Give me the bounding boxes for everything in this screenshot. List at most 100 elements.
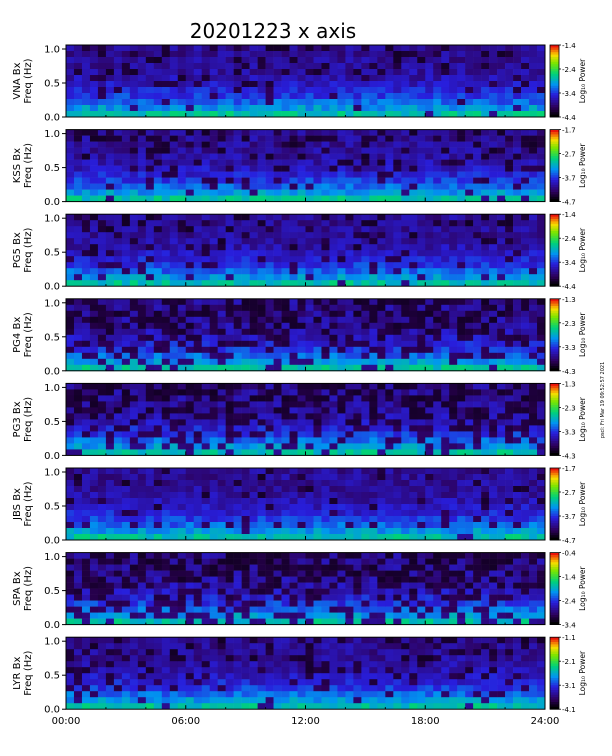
colorbar-pg4: -1.3 -2.3 -3.3 -4.3 Log₁₀ Power (549, 296, 587, 376)
colorbar-tick-label: -4.4 (562, 114, 576, 122)
y-tick-label: 0.0 (44, 366, 60, 377)
colorbar-tick-label: -3.3 (562, 428, 576, 436)
spectrogram-lyr (66, 637, 546, 710)
panel-vna: 0.0 0.5 1.0 VNA BxFreq (Hz) -1.4 -2.4 -3.4 -4.4… (12, 42, 587, 124)
colorbar-tick-label: -1.4 (562, 574, 576, 582)
colorbar-tick-label: -2.7 (562, 489, 576, 497)
spectrogram-pg3 (66, 383, 546, 456)
y-tick-label: 1.0 (44, 214, 60, 225)
y-tick-label: 1.0 (44, 45, 60, 56)
spectrogram-pg5 (66, 214, 546, 287)
colorbar-tick-label: -1.3 (562, 380, 576, 388)
panel-jbs: 0.0 0.5 1.0 JBS BxFreq (Hz) -1.7 -2.7 -3.7 -4.7… (12, 465, 587, 547)
y-tick-label: 1.0 (44, 468, 60, 479)
y-axis-label: PG3 BxFreq (Hz) (12, 397, 34, 442)
colorbar-tick-label: -3.7 (562, 513, 576, 521)
colorbar-tick-label: -4.3 (562, 452, 576, 460)
colorbar-tick-label: -1.4 (562, 42, 576, 50)
colorbar-label: Log₁₀ Power (578, 396, 587, 441)
colorbar-label: Log₁₀ Power (578, 650, 587, 695)
colorbar-vna: -1.4 -2.4 -3.4 -4.4 Log₁₀ Power (549, 42, 587, 122)
y-tick-label: 0.5 (44, 586, 60, 597)
colorbar-tick-label: -4.1 (562, 706, 576, 714)
colorbar-label: Log₁₀ Power (578, 227, 587, 272)
colorbar-tick-label: -1.1 (562, 634, 576, 642)
colorbar-kss: -1.7 -2.7 -3.7 -4.7 Log₁₀ Power (549, 127, 587, 207)
y-tick-label: 0.0 (44, 282, 60, 293)
y-tick-label: 0.0 (44, 620, 60, 631)
colorbar-tick-label: -1.4 (562, 211, 576, 219)
colorbar-spa: -0.4 -1.4 -2.4 -3.4 Log₁₀ Power (549, 550, 587, 630)
colorbar-label: Log₁₀ Power (578, 142, 587, 187)
x-tick-label: 00:00 (52, 716, 81, 727)
y-tick-label: 1.0 (44, 552, 60, 563)
colorbar-label: Log₁₀ Power (578, 481, 587, 526)
spectrogram-kss (66, 129, 546, 202)
colorbar-lyr: -1.1 -2.1 -3.1 -4.1 Log₁₀ Power (549, 634, 587, 714)
y-tick-label: 0.5 (44, 671, 60, 682)
x-tick-label: 18:00 (411, 716, 440, 727)
y-tick-label: 0.0 (44, 113, 60, 124)
x-tick-label: 24:00 (531, 716, 560, 727)
spectrogram-jbs (66, 468, 546, 541)
x-tick-label: 06:00 (171, 716, 200, 727)
colorbar-label: Log₁₀ Power (578, 58, 587, 103)
colorbar-tick-label: -3.4 (562, 259, 576, 267)
colorbar-tick-label: -1.3 (562, 296, 576, 304)
colorbar-tick-label: -4.3 (562, 368, 576, 376)
colorbar-tick-label: -4.4 (562, 283, 576, 291)
colorbar-tick-label: -3.1 (562, 682, 576, 690)
panel-spa: 0.0 0.5 1.0 SPA BxFreq (Hz) -0.4 -1.4 -2.4 -3.4… (12, 550, 587, 632)
panel-pg3: 0.0 0.5 1.0 PG3 BxFreq (Hz) -1.3 -2.3 -3.3 -4.3… (12, 380, 587, 462)
y-tick-label: 0.0 (44, 451, 60, 462)
y-tick-label: 0.0 (44, 197, 60, 208)
colorbar-tick-label: -3.7 (562, 175, 576, 183)
y-axis-label: VNA BxFreq (Hz) (12, 58, 34, 103)
colorbar-tick-label: -2.3 (562, 404, 576, 412)
colorbar-tick-label: -4.7 (562, 199, 576, 207)
colorbar-tick-label: -3.3 (562, 344, 576, 352)
panel-pg5: 0.0 0.5 1.0 PG5 BxFreq (Hz) -1.4 -2.4 -3.4 -4.4… (12, 211, 587, 293)
y-tick-label: 0.5 (44, 332, 60, 343)
colorbar-tick-label: -4.7 (562, 537, 576, 545)
y-tick-label: 0.5 (44, 248, 60, 259)
panel-lyr: 0.0 0.5 1.0 LYR BxFreq (Hz) -1.1 -2.1 -3.1 -4.1… (12, 634, 587, 716)
spectrogram-spa (66, 552, 546, 625)
y-axis-label: PG5 BxFreq (Hz) (12, 228, 34, 273)
colorbar-tick-label: -2.4 (562, 66, 576, 74)
y-tick-label: 0.5 (44, 79, 60, 90)
colorbar-label: Log₁₀ Power (578, 312, 587, 357)
y-tick-label: 1.0 (44, 637, 60, 648)
y-tick-label: 1.0 (44, 383, 60, 394)
y-tick-label: 1.0 (44, 129, 60, 140)
y-axis-label: KSS BxFreq (Hz) (12, 143, 34, 188)
y-axis-label: LYR BxFreq (Hz) (12, 651, 34, 696)
y-axis-label: PG4 BxFreq (Hz) (12, 312, 34, 357)
y-tick-label: 0.5 (44, 502, 60, 513)
colorbar-tick-label: -0.4 (562, 550, 576, 558)
spectrogram-pg4 (66, 298, 546, 372)
y-tick-label: 1.0 (44, 298, 60, 309)
side-note: pscl: Fri Mar 19 09:52:57 2021 (600, 362, 606, 438)
x-tick-label: 12:00 (291, 716, 320, 727)
colorbar-tick-label: -2.3 (562, 320, 576, 328)
chart-title: 20201223 x axis (190, 19, 356, 43)
colorbar-label: Log₁₀ Power (578, 565, 587, 610)
colorbar-tick-label: -2.7 (562, 151, 576, 159)
colorbar-tick-label: -2.4 (562, 235, 576, 243)
y-tick-label: 0.5 (44, 417, 60, 428)
colorbar-tick-label: -3.4 (562, 90, 576, 98)
colorbar-tick-label: -3.4 (562, 622, 576, 630)
panel-kss: 0.0 0.5 1.0 KSS BxFreq (Hz) -1.7 -2.7 -3.7 -4.7… (12, 127, 587, 209)
colorbar-pg5: -1.4 -2.4 -3.4 -4.4 Log₁₀ Power (549, 211, 587, 291)
panel-pg4: 0.0 0.5 1.0 PG4 BxFreq (Hz) -1.3 -2.3 -3.3 -4.3… (12, 296, 587, 378)
y-axis-label: SPA BxFreq (Hz) (12, 566, 34, 611)
colorbar-tick-label: -2.1 (562, 658, 576, 666)
colorbar-tick-label: -1.7 (562, 465, 576, 473)
y-tick-label: 0.5 (44, 163, 60, 174)
colorbar-tick-label: -1.7 (562, 127, 576, 135)
colorbar-pg3: -1.3 -2.3 -3.3 -4.3 Log₁₀ Power (549, 380, 587, 460)
y-tick-label: 0.0 (44, 536, 60, 547)
y-tick-label: 0.0 (44, 705, 60, 716)
